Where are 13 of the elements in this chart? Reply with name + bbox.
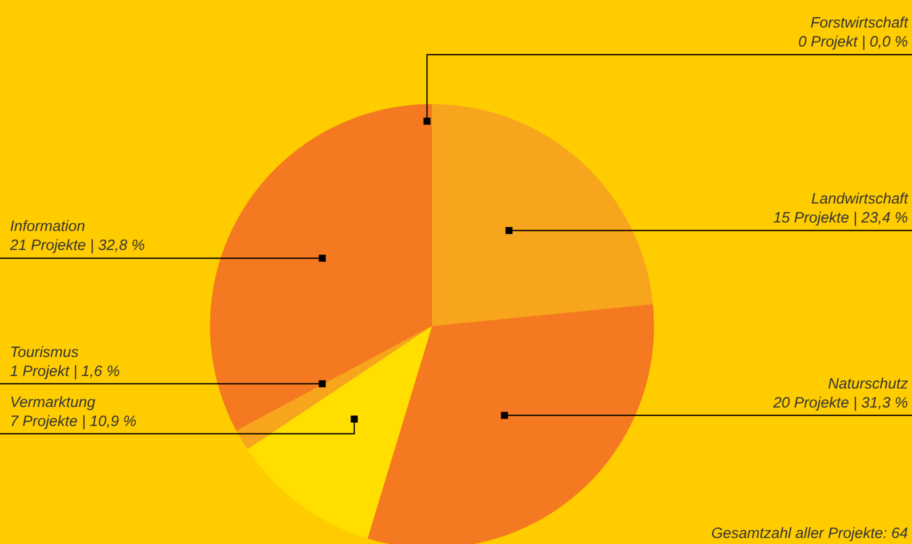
data-label: 15 Projekte | 23,4 % bbox=[773, 210, 908, 227]
data-label: 7 Projekte | 10,9 % bbox=[10, 412, 136, 430]
slice-label: Tourismus bbox=[10, 344, 80, 361]
data-label: 20 Projekte | 31,3 % bbox=[772, 394, 908, 412]
text: 0 Projekt | 0,0 % bbox=[798, 34, 908, 51]
data-label: 21 Projekte | 32,8 % bbox=[9, 237, 145, 254]
slice-label: Vermarktung bbox=[10, 394, 96, 411]
category-label: Forstwirtschaft bbox=[810, 14, 908, 32]
data-label: 1 Projekt | 1,6 % bbox=[10, 362, 120, 380]
text: Gesamtzahl aller Projekte: 64 bbox=[711, 525, 908, 542]
slice-label: Naturschutz bbox=[828, 375, 908, 392]
slice-label: Landwirtschaft bbox=[811, 190, 909, 208]
slice-label: Information bbox=[10, 218, 86, 236]
